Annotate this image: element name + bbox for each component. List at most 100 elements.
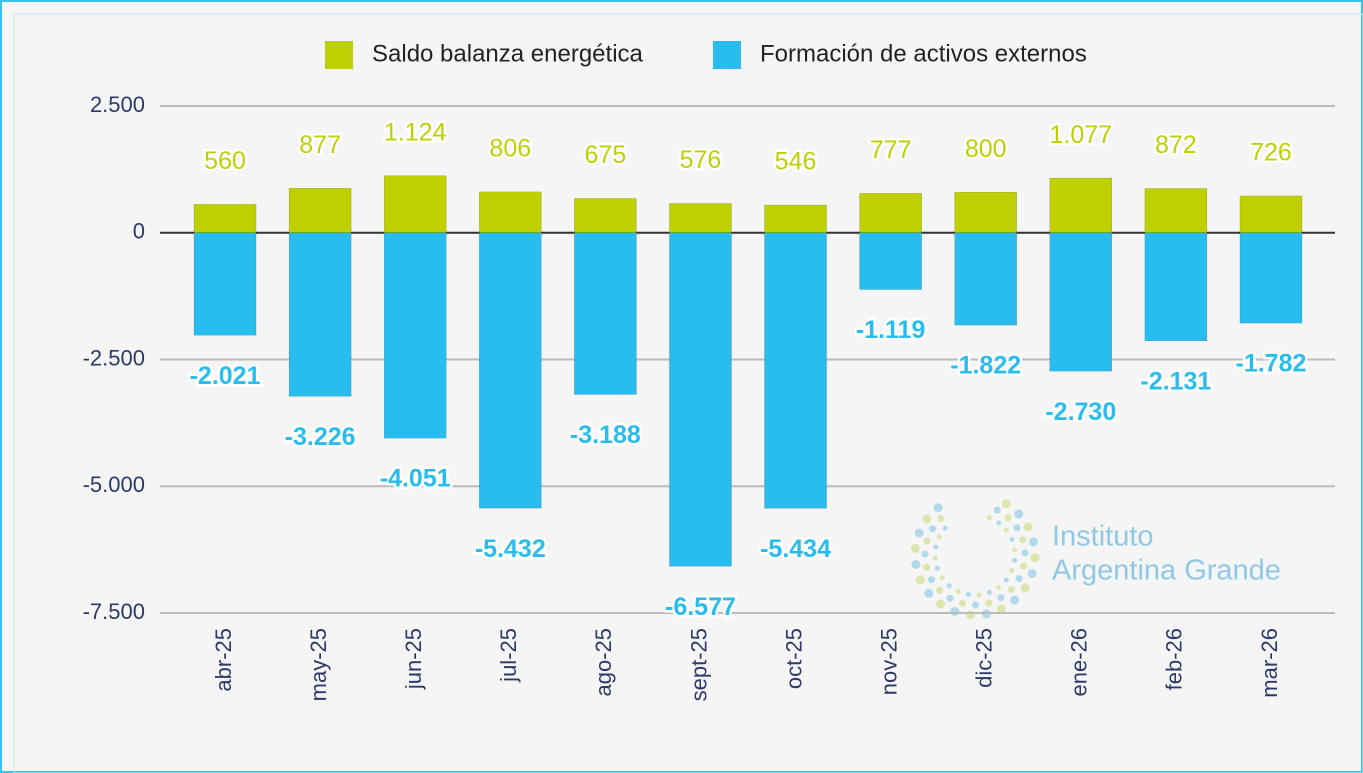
data-label: -6.577 [665, 593, 736, 621]
logo-dot [958, 599, 966, 607]
data-label: 546 [775, 148, 817, 176]
bar [1049, 232, 1113, 372]
logo-dot [976, 592, 982, 598]
bar [1144, 232, 1208, 342]
logo-dot [1004, 514, 1012, 522]
inner-frame [13, 13, 1363, 773]
data-label: -3.188 [570, 421, 641, 449]
logo-dot [1012, 557, 1018, 563]
logo-dot [1003, 527, 1009, 533]
logo-text: Argentina Grande [1052, 555, 1281, 587]
logo-dot [1009, 568, 1015, 574]
logo-text: Instituto [1052, 521, 1154, 553]
logo-dot [1010, 595, 1020, 605]
logo-dot [997, 594, 1005, 602]
bar [954, 232, 1017, 326]
logo-dot [928, 525, 936, 533]
data-label: -1.119 [856, 316, 926, 344]
x-tick-label: feb-26 [1162, 628, 1187, 690]
logo-dot [932, 555, 938, 561]
data-label: -2.730 [1045, 398, 1116, 426]
logo-dot [1001, 499, 1011, 509]
bar [193, 232, 257, 336]
logo-dot [1007, 585, 1015, 593]
data-label: -1.822 [950, 352, 1021, 380]
data-label: 560 [204, 147, 246, 175]
y-tick-label: -5.000 [83, 472, 145, 497]
logo-dot [923, 537, 931, 545]
logo-dot [1021, 549, 1029, 557]
logo-dot [935, 586, 943, 594]
legend-label: Saldo balanza energética [372, 40, 644, 67]
logo-dot [986, 515, 992, 521]
x-tick-label: may-25 [306, 628, 331, 701]
legend-label: Formación de activos externos [760, 40, 1087, 67]
bar [479, 232, 542, 509]
y-tick-label: 2.500 [90, 92, 145, 117]
data-label: 877 [299, 131, 341, 159]
bar [288, 188, 352, 234]
x-tick-label: jul-25 [496, 628, 521, 683]
logo-dot [1020, 562, 1028, 570]
x-tick-label: ago-25 [591, 628, 616, 697]
logo-dot [1012, 547, 1018, 553]
logo-dot [934, 565, 940, 571]
logo-dot [996, 520, 1002, 526]
logo-dot [921, 550, 929, 558]
logo-dot [922, 514, 932, 524]
y-tick-label: -2.500 [83, 345, 145, 370]
x-tick-label: jun-25 [401, 628, 426, 690]
data-label: 777 [870, 136, 912, 164]
logo-dot [936, 599, 946, 609]
bar [479, 191, 542, 234]
logo-dot [1013, 524, 1021, 532]
logo-dot [933, 503, 943, 513]
data-label: -4.051 [380, 465, 451, 493]
bar [954, 191, 1017, 234]
bar [859, 232, 922, 290]
logo-dot [950, 606, 960, 616]
logo-dot [1009, 536, 1015, 542]
bar [1049, 177, 1113, 234]
bar [669, 203, 732, 233]
legend-swatch [325, 41, 353, 69]
x-tick-label: abr-25 [211, 628, 236, 692]
logo-dot [933, 544, 939, 550]
logo-dot [996, 604, 1006, 614]
data-label: 800 [965, 135, 1007, 163]
logo-dot [965, 591, 971, 597]
data-label: -3.226 [285, 423, 356, 451]
logo-dot [996, 584, 1002, 590]
logo-dot [1020, 583, 1030, 593]
data-label: 872 [1155, 131, 1197, 159]
bar [764, 232, 827, 509]
y-tick-label: 0 [133, 219, 145, 244]
logo-dot [1019, 536, 1027, 544]
logo-dot [915, 575, 925, 585]
x-tick-label: oct-25 [781, 628, 806, 689]
data-label: 806 [489, 134, 531, 162]
logo-dot [914, 528, 924, 538]
logo-dot [1014, 509, 1024, 519]
logo-dot [927, 576, 935, 584]
bar [764, 204, 827, 233]
bar [859, 193, 922, 233]
logo-dot [965, 610, 975, 620]
logo-dot [924, 588, 934, 598]
logo-dot [942, 525, 948, 531]
logo-dot [939, 575, 945, 581]
data-label: -2.131 [1140, 367, 1211, 395]
logo-dot [923, 563, 931, 571]
logo-dot [910, 543, 920, 553]
bar [288, 232, 352, 397]
bar [383, 232, 447, 439]
logo-dot [936, 534, 942, 540]
bar [1144, 188, 1208, 233]
data-label: -2.021 [190, 362, 261, 390]
x-tick-label: dic-25 [972, 628, 997, 688]
logo-dot [1015, 575, 1023, 583]
logo-dot [946, 594, 954, 602]
bar [1239, 232, 1303, 324]
